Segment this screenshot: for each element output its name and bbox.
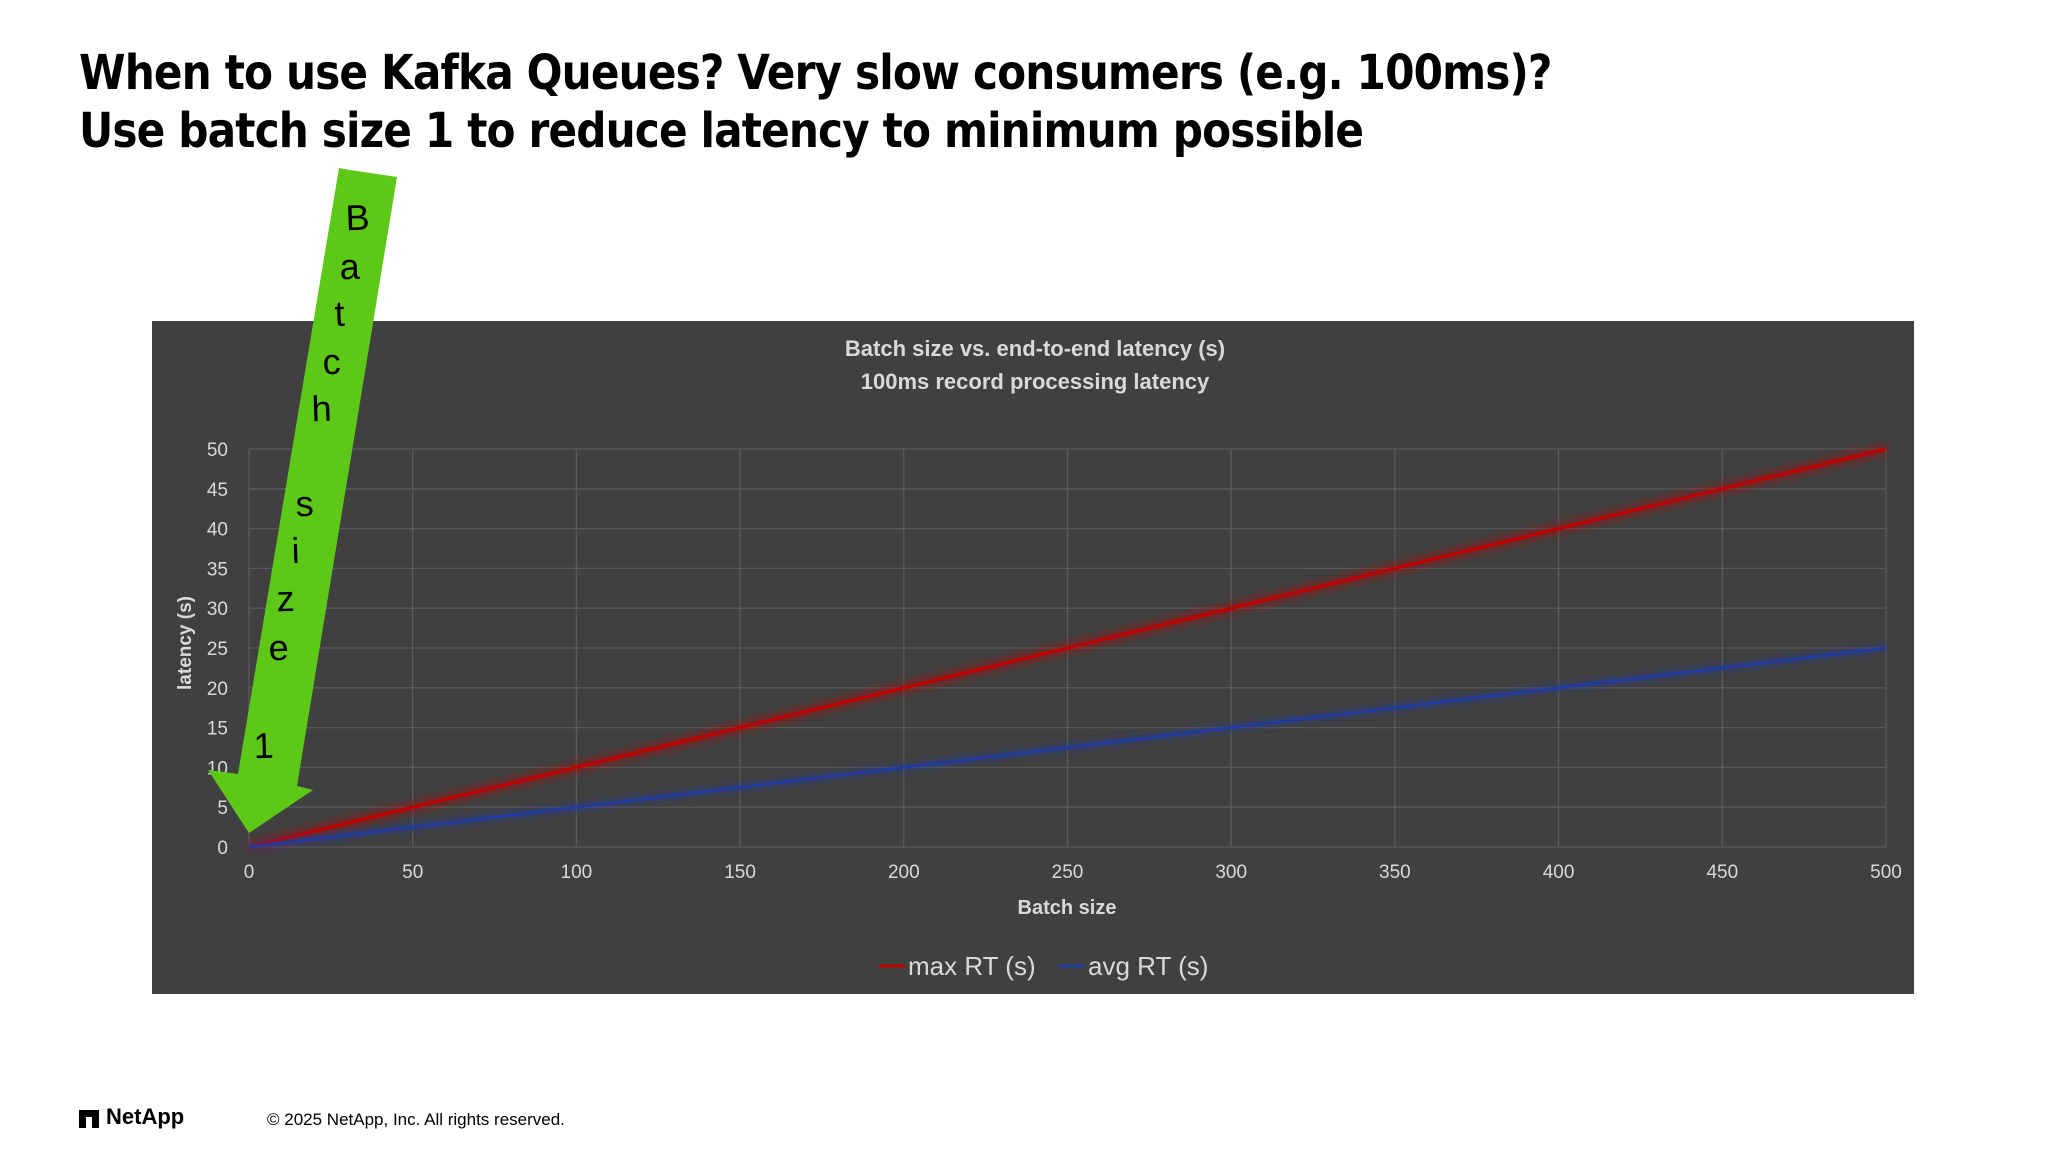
y-tick-label: 40 (207, 520, 228, 541)
chart-legend: max RT (s) avg RT (s) (879, 951, 1208, 981)
slide-title-line-2: Use batch size 1 to reduce latency to mi… (79, 103, 1364, 159)
x-axis-label: Batch size (1018, 897, 1117, 919)
x-tick-label: 350 (1379, 862, 1411, 883)
arrow-letter: 1 (253, 725, 274, 767)
arrow-letter: a (339, 246, 361, 288)
series-line-avg-rt (248, 646, 1887, 849)
arrow-letter: t (334, 293, 345, 334)
x-tick-label: 200 (888, 862, 920, 883)
netapp-logo-icon (79, 1108, 99, 1128)
x-tick-label: 500 (1870, 862, 1902, 883)
x-tick-label: 150 (724, 862, 756, 883)
y-tick-label: 50 (207, 440, 228, 461)
arrow-letter: c (322, 341, 341, 383)
batch-size-annotation: Batch size 1 (208, 168, 397, 833)
arrow-letter: i (291, 530, 300, 571)
slide-title: When to use Kafka Queues? Very slow cons… (79, 44, 1751, 160)
arrow-letter: z (276, 578, 295, 620)
chart-subtitle: 100ms record processing latency (861, 369, 1210, 394)
arrow-letter: B (345, 197, 370, 239)
arrow-letter: e (268, 627, 289, 669)
y-tick-label: 45 (207, 480, 228, 501)
legend-label: avg RT (s) (1088, 951, 1208, 981)
chart-grid (248, 448, 1887, 848)
arrow-letter: s (295, 483, 314, 525)
y-tick-label: 0 (217, 838, 228, 859)
copyright-text: © 2025 NetApp, Inc. All rights reserved. (267, 1110, 565, 1129)
y-tick-label: 15 (207, 719, 228, 740)
x-tick-label: 50 (402, 862, 423, 883)
series-line-max-rt (248, 447, 1887, 849)
x-tick-label: 450 (1706, 862, 1738, 883)
y-tick-label: 25 (207, 639, 228, 660)
x-tick-label: 100 (561, 862, 593, 883)
x-tick-label: 400 (1543, 862, 1575, 883)
arrow-letter: h (311, 388, 332, 430)
chart-series (247, 444, 1888, 852)
y-tick-label: 5 (217, 798, 228, 819)
x-tick-label: 300 (1215, 862, 1247, 883)
legend-label: max RT (s) (908, 951, 1036, 981)
netapp-logo: NetApp (79, 1104, 184, 1130)
chart-title: Batch size vs. end-to-end latency (s) (845, 336, 1225, 361)
netapp-logo-text: NetApp (106, 1104, 185, 1129)
y-axis-label: latency (s) (175, 596, 196, 690)
y-tick-label: 35 (207, 559, 228, 580)
slide-title-line-1: When to use Kafka Queues? Very slow cons… (79, 45, 1552, 101)
x-tick-label: 250 (1052, 862, 1084, 883)
green-arrow-shape (208, 168, 397, 833)
y-tick-label: 30 (207, 599, 228, 620)
y-tick-label: 20 (207, 679, 228, 700)
x-tick-label: 0 (244, 862, 255, 883)
